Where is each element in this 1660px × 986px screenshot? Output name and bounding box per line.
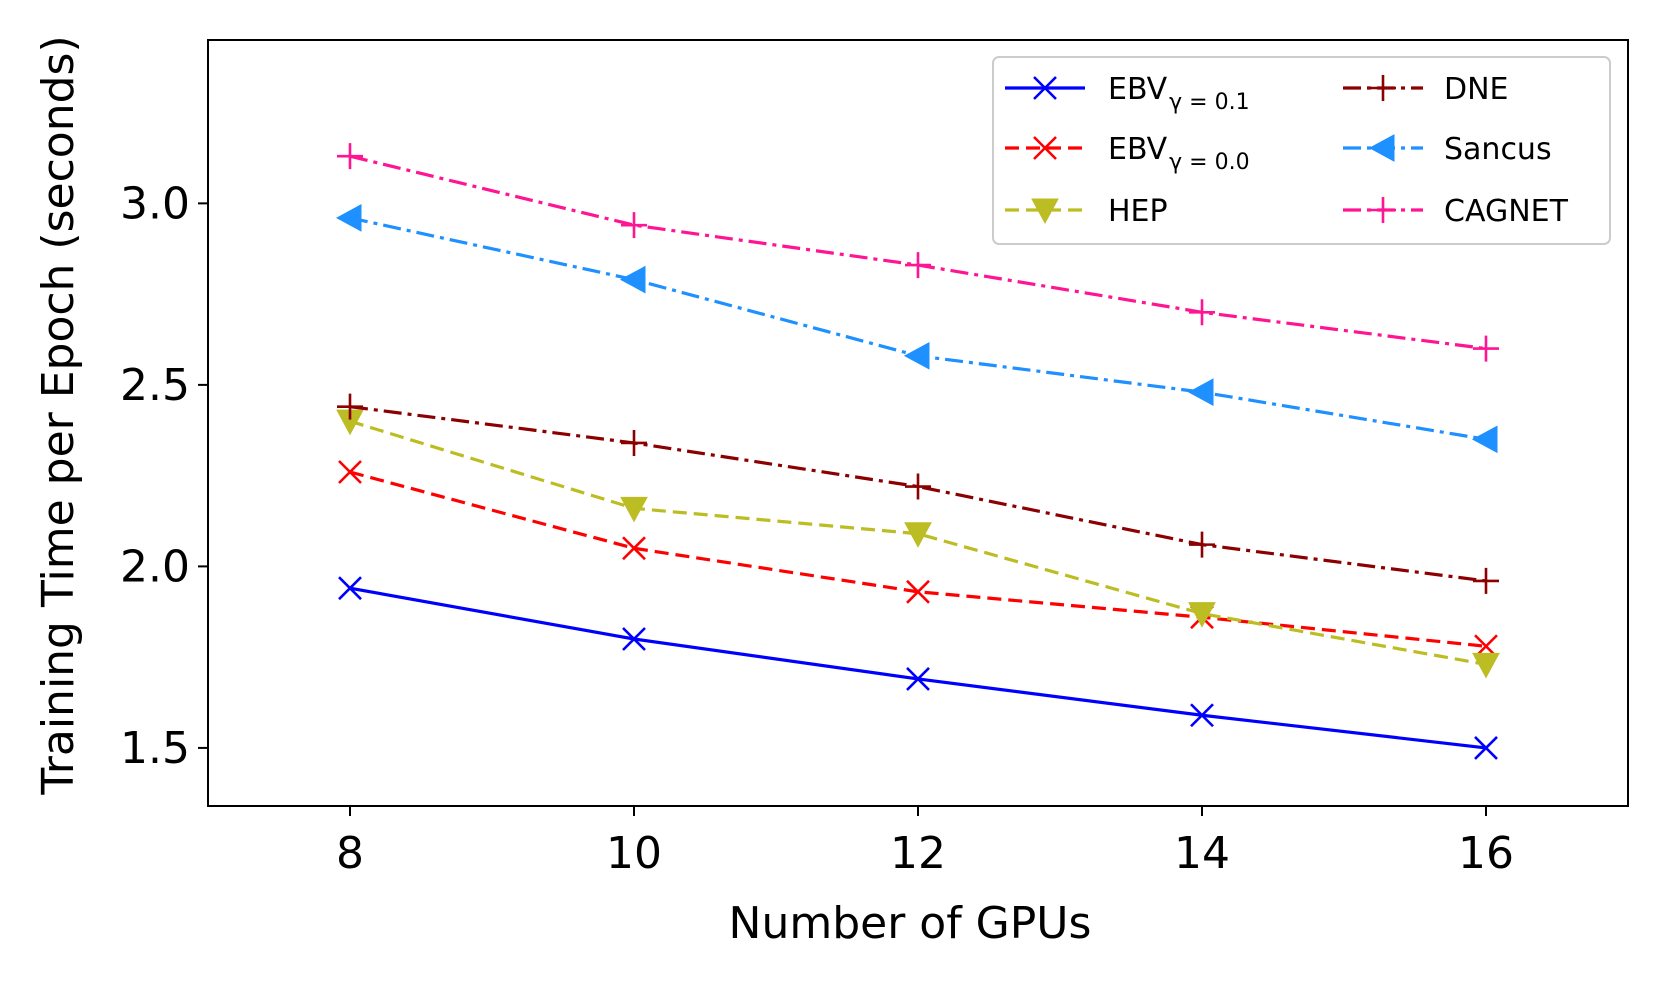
x-tick-label: 16 [1458, 828, 1514, 879]
data-point [621, 429, 647, 456]
y-tick-label: 3.0 [120, 178, 190, 229]
legend-item: Sancus [1343, 132, 1552, 167]
legend-marker [1033, 136, 1057, 160]
data-point [1472, 652, 1500, 679]
y-tick-label: 2.0 [120, 541, 190, 592]
legend-box [992, 56, 1611, 245]
data-point [906, 579, 930, 604]
data-point [1473, 567, 1499, 594]
data-point [1190, 703, 1214, 728]
series-ebv-0 [338, 576, 1498, 760]
legend-subscript: γ = 0.0 [1169, 150, 1249, 175]
legend-marker [1370, 75, 1396, 101]
series-sancus [335, 204, 1498, 454]
legend-marker [1368, 134, 1395, 162]
data-point [906, 667, 930, 691]
series-line [349, 470, 1487, 648]
legend-marker [1370, 197, 1396, 223]
data-point [1187, 378, 1214, 406]
series-hep [336, 409, 1500, 679]
data-point [337, 393, 363, 420]
data-point [338, 576, 362, 601]
x-tick-label: 8 [336, 828, 364, 879]
data-point [1189, 299, 1215, 326]
data-point [1189, 531, 1215, 558]
data-point [337, 143, 363, 170]
data-point [338, 460, 362, 484]
data-point [1188, 602, 1216, 628]
y-tick-label: 2.5 [120, 360, 190, 411]
legend-label: CAGNET [1444, 194, 1569, 229]
series-line [349, 419, 1487, 666]
data-point [622, 627, 646, 651]
data-point [621, 212, 647, 239]
x-axis-title: Number of GPUs [729, 898, 1092, 949]
legend-subscript: γ = 0.1 [1169, 90, 1249, 115]
data-point [903, 341, 930, 370]
series-layer [335, 143, 1500, 760]
data-point [904, 522, 932, 548]
data-point [1471, 425, 1498, 454]
series-dne [337, 393, 1499, 594]
data-point [335, 204, 362, 232]
y-axis-title: Training Time per Epoch (seconds) [33, 35, 84, 795]
legend-label: HEP [1108, 194, 1168, 229]
data-point [905, 252, 931, 279]
data-point [620, 496, 648, 523]
legend-item: DNE [1343, 72, 1509, 107]
x-tick-label: 12 [890, 828, 946, 879]
legend-marker [1031, 198, 1059, 225]
data-point [1473, 335, 1499, 362]
data-point [905, 473, 931, 500]
series-cagnet [337, 143, 1499, 362]
x-tick-label: 10 [606, 828, 662, 879]
data-point [622, 536, 646, 561]
y-axis-ticks: 1.5 2.0 2.5 3.0 [120, 178, 208, 774]
series-line [349, 405, 1487, 583]
data-point [619, 265, 646, 294]
legend-item: HEP [1005, 194, 1168, 229]
x-axis-ticks: 8 10 12 14 16 [336, 806, 1514, 879]
series-line [349, 586, 1487, 750]
legend-marker [1033, 76, 1057, 100]
x-tick-label: 14 [1174, 828, 1230, 879]
series-line [349, 216, 1487, 441]
legend-item: CAGNET [1343, 194, 1569, 229]
legend-label: DNE [1444, 72, 1509, 107]
legend-label: Sancus [1444, 132, 1552, 167]
data-point [1474, 735, 1498, 760]
y-tick-label: 1.5 [120, 723, 190, 774]
